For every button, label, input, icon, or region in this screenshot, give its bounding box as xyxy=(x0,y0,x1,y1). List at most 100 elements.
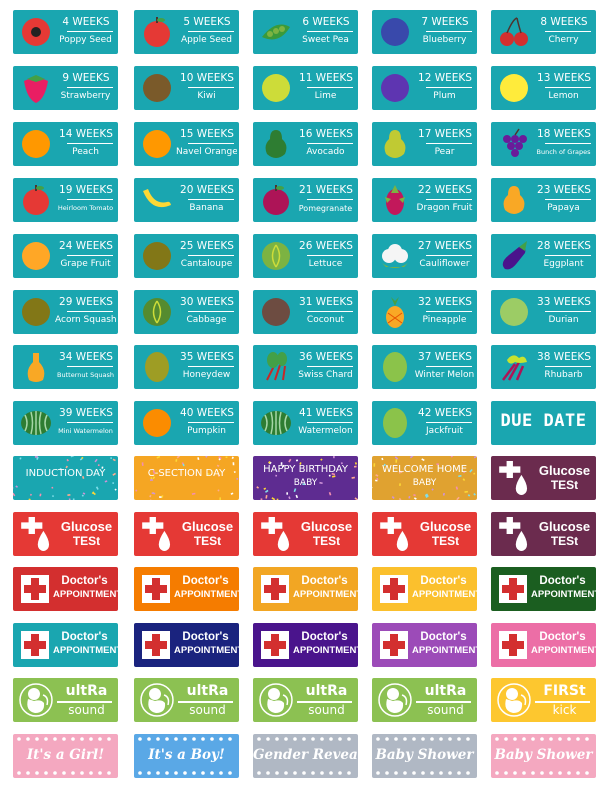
fruit-name: Pineapple xyxy=(422,315,467,325)
poppy-seed-icon xyxy=(22,18,50,46)
doctor-appointment-sticker: Doctor's APPOINTMENT xyxy=(491,567,596,611)
celebration-sticker: HAPPY BIRTHDAY BABY xyxy=(253,456,358,500)
week-sticker: 19 WEEKS Heirloom Tomato xyxy=(13,178,118,222)
ultrasound-sublabel: sound xyxy=(68,703,105,717)
fruit-name: Plum xyxy=(433,91,456,101)
week-label: 6 WEEKS xyxy=(302,16,350,28)
medical-cross-icon xyxy=(21,631,49,659)
week-sticker: 30 WEEKS Cabbage xyxy=(134,290,239,334)
doctor-label: Doctor's xyxy=(539,575,586,587)
fruit-name: Cherry xyxy=(548,35,579,45)
glucose-test-sticker: Glucose TESt xyxy=(491,456,596,500)
divider xyxy=(426,255,472,256)
appointment-label: APPOINTMENT xyxy=(412,589,477,600)
appointment-label: APPOINTMENT xyxy=(53,589,118,600)
celebration-title: WELCOME HOME xyxy=(381,464,468,475)
appointment-label: APPOINTMENT xyxy=(174,645,239,656)
divider xyxy=(307,311,353,312)
glucose-label: Glucose xyxy=(181,519,234,534)
week-label: 16 WEEKS xyxy=(299,128,353,140)
week-sticker: 26 WEEKS Lettuce xyxy=(253,234,358,278)
sweet-pea-icon xyxy=(262,24,290,40)
week-sticker: 32 WEEKS Pineapple xyxy=(372,290,477,334)
fruit-name: Bunch of Grapes xyxy=(536,148,591,156)
divider xyxy=(188,366,234,367)
dotted-border xyxy=(376,737,470,775)
rhubarb-icon xyxy=(502,355,527,381)
appointment-label: APPOINTMENT xyxy=(531,645,596,656)
glucose-test-sticker: Glucose TESt xyxy=(253,512,358,556)
due-date-label: DUE DATE xyxy=(500,411,587,431)
week-label: 30 WEEKS xyxy=(180,296,234,308)
event-banner-sticker: It's a Girl! xyxy=(13,734,118,778)
fruit-name: Honeydew xyxy=(182,370,231,380)
glucose-test-sticker: Glucose TESt xyxy=(13,512,118,556)
divider xyxy=(67,311,113,312)
week-sticker: 10 WEEKS Kiwi xyxy=(134,66,239,110)
divider xyxy=(426,31,472,32)
divider xyxy=(426,366,472,367)
jackfruit-icon xyxy=(383,408,407,438)
week-label: 5 WEEKS xyxy=(183,16,231,28)
doctor-label: Doctor's xyxy=(301,631,348,643)
fruit-name: Swiss Chard xyxy=(298,370,353,380)
week-sticker: 23 WEEKS Papaya xyxy=(491,178,596,222)
week-label: 8 WEEKS xyxy=(540,16,588,28)
kiwi-icon xyxy=(143,74,171,102)
week-sticker: 27 WEEKS Cauliflower xyxy=(372,234,477,278)
apple-icon xyxy=(144,17,170,47)
dragon-fruit-icon xyxy=(385,185,405,215)
week-label: 21 WEEKS xyxy=(299,184,353,196)
ultrasound-sublabel: sound xyxy=(189,703,226,717)
fruit-name: Navel Orange xyxy=(176,147,237,157)
appointment-label: APPOINTMENT xyxy=(293,589,358,600)
divider xyxy=(67,31,113,32)
week-label: 25 WEEKS xyxy=(180,240,234,252)
doctor-label: Doctor's xyxy=(420,575,467,587)
fruit-name: Blueberry xyxy=(422,35,467,45)
celebration-title: C-SECTION DAY xyxy=(147,468,226,479)
celebration-sticker: WELCOME HOME BABY xyxy=(372,456,477,500)
fruit-name: Papaya xyxy=(547,203,580,213)
week-sticker: 33 WEEKS Durian xyxy=(491,290,596,334)
test-label: TESt xyxy=(193,534,222,548)
week-label: 29 WEEKS xyxy=(59,296,113,308)
event-banner-sticker: Baby Shower xyxy=(491,734,596,778)
week-sticker: 34 WEEKS Butternut Squash xyxy=(13,345,118,389)
doctor-appointment-sticker: Doctor's APPOINTMENT xyxy=(13,623,118,667)
strawberry-icon xyxy=(24,75,48,103)
celebration-subtitle: BABY xyxy=(412,478,437,488)
week-label: 27 WEEKS xyxy=(418,240,472,252)
fruit-name: Acorn Squash xyxy=(55,315,116,325)
week-label: 28 WEEKS xyxy=(537,240,591,252)
ultrasound-label: ultRa xyxy=(305,683,348,699)
week-label: 41 WEEKS xyxy=(299,407,353,419)
pineapple-icon xyxy=(386,297,404,328)
appointment-label: APPOINTMENT xyxy=(293,645,358,656)
week-sticker: 40 WEEKS Pumpkin xyxy=(134,401,239,445)
fruit-name: Cabbage xyxy=(186,315,227,325)
test-label: TESt xyxy=(312,534,341,548)
divider xyxy=(545,87,591,88)
fruit-name: Rhubarb xyxy=(544,370,583,380)
blood-drop-cross-icon xyxy=(380,517,409,551)
doctor-appointment-sticker: Doctor's APPOINTMENT xyxy=(134,623,239,667)
fruit-name: Banana xyxy=(189,203,224,213)
ultrasound-sticker: ultRa sound xyxy=(372,678,477,722)
week-sticker: 17 WEEKS Pear xyxy=(372,122,477,166)
fruit-name: Sweet Pea xyxy=(302,35,349,45)
divider xyxy=(545,31,591,32)
glucose-test-sticker: Glucose TESt xyxy=(491,512,596,556)
fruit-name: Lime xyxy=(314,91,337,101)
fruit-name: Peach xyxy=(72,147,99,157)
week-sticker: 31 WEEKS Coconut xyxy=(253,290,358,334)
week-label: 20 WEEKS xyxy=(180,184,234,196)
ultrasound-sticker: FIRSt kick xyxy=(491,678,596,722)
fruit-name: Pumpkin xyxy=(187,426,226,436)
grapefruit-icon xyxy=(22,242,50,270)
celebration-sticker: C-SECTION DAY xyxy=(134,456,239,500)
week-label: 19 WEEKS xyxy=(59,184,113,196)
coconut-icon xyxy=(262,298,290,326)
week-sticker: 15 WEEKS Navel Orange xyxy=(134,122,239,166)
banner-label: Gender Reveal xyxy=(253,747,358,763)
